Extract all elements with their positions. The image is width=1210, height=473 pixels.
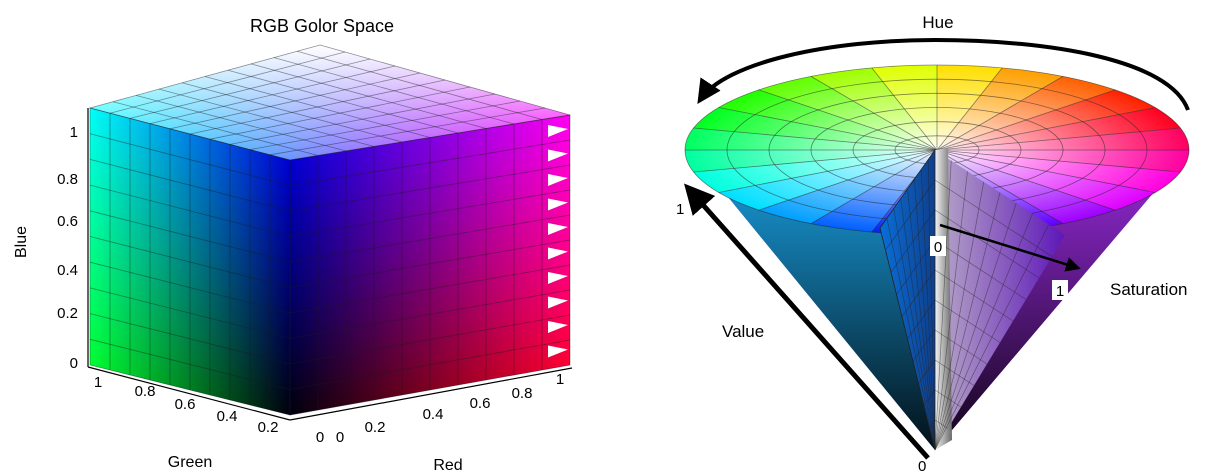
green-tick: 0.2 — [258, 419, 279, 436]
blue-tick: 0.8 — [57, 171, 78, 188]
blue-tick: 0 — [70, 355, 78, 372]
value-arrow — [684, 183, 930, 460]
green-tick: 1 — [94, 374, 102, 391]
blue-tick: 0.6 — [57, 213, 78, 230]
saturation-arrow — [939, 223, 1081, 272]
green-tick: 0.4 — [217, 408, 238, 425]
green-tick: 0.8 — [135, 383, 156, 400]
blue-axis: 0 0.2 0.4 0.6 0.8 1 Blue — [13, 124, 78, 372]
value-top-marker: 1 — [676, 201, 684, 218]
saturation-end-box — [1052, 280, 1068, 300]
red-axis-label: Red — [433, 457, 462, 473]
red-axis-line — [289, 367, 573, 421]
red-tick: 0.4 — [423, 406, 444, 423]
green-tick: 0 — [316, 429, 324, 446]
rgb-cube-panel: RGB Golor Space 0 0.2 0.4 0.6 0.8 1 — [13, 16, 573, 473]
red-tick: 0.8 — [512, 385, 533, 402]
blue-tick: 1 — [70, 124, 78, 141]
blue-axis-label: Blue — [13, 226, 30, 258]
red-tick: 0.6 — [470, 395, 491, 412]
green-axis-label: Green — [168, 454, 212, 471]
blue-tick: 0.4 — [57, 262, 78, 279]
hue-label: Hue — [922, 13, 953, 32]
green-axis: 1 0.8 0.6 0.4 0.2 0 Green — [94, 374, 324, 471]
saturation-start-marker: 0 — [934, 239, 942, 256]
saturation-end-marker: 1 — [1056, 283, 1064, 300]
green-axis-line — [87, 366, 291, 421]
cube-top-face — [90, 45, 570, 160]
red-axis: 0 0.2 0.4 0.6 0.8 1 Red — [336, 371, 564, 473]
hue-arrow — [697, 37, 1190, 111]
saturation-start-box — [930, 236, 946, 256]
red-tick: 0 — [336, 429, 344, 446]
saturation-label: Saturation — [1110, 280, 1188, 299]
blue-tick: 0.2 — [57, 305, 78, 322]
cube-grid — [88, 44, 571, 416]
red-tick: 1 — [556, 371, 564, 388]
value-label: Value — [722, 322, 764, 341]
rgb-title: RGB Golor Space — [250, 16, 394, 36]
red-tick: 0.2 — [365, 419, 386, 436]
hsv-cone-panel: Hue 0 1 Saturation 1 — [676, 13, 1190, 473]
cube-right-face — [290, 115, 570, 415]
value-bottom-marker: 0 — [918, 458, 926, 473]
green-tick: 0.6 — [175, 396, 196, 413]
cube-left-face — [90, 108, 290, 415]
